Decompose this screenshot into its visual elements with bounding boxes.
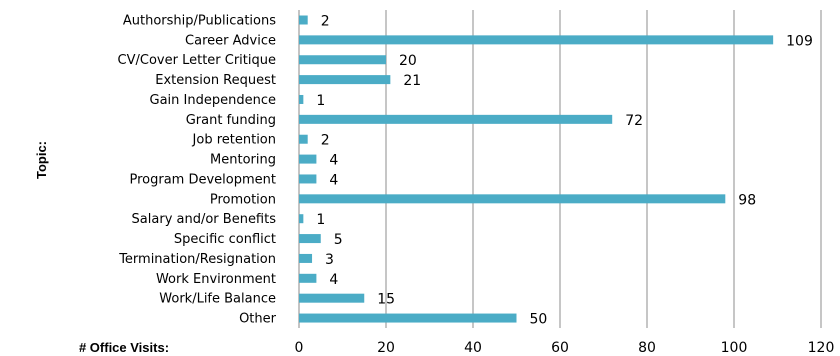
value-label: 1 [316, 93, 325, 109]
value-label: 21 [403, 73, 421, 89]
x-tick-label: 20 [377, 340, 395, 356]
bar [299, 174, 317, 184]
bar [299, 134, 308, 144]
bar [299, 75, 391, 85]
bar [299, 273, 317, 283]
value-label: 1 [316, 212, 325, 228]
x-tick-label: 100 [721, 340, 748, 356]
value-label: 72 [625, 113, 643, 129]
category-label: Work/Life Balance [159, 292, 276, 307]
x-tick-label: 120 [808, 340, 835, 356]
value-label: 4 [329, 272, 338, 288]
value-label: 15 [377, 292, 395, 308]
bar [299, 214, 304, 224]
value-label: 50 [530, 312, 548, 328]
category-labels: Authorship/Publications Career Advice CV/C… [118, 14, 277, 327]
category-label: Career Advice [185, 33, 276, 48]
x-tick-label: 80 [638, 340, 656, 356]
value-label: 3 [325, 252, 334, 268]
category-label: Promotion [210, 192, 276, 207]
value-label: 98 [738, 192, 756, 208]
x-tick-label: 0 [295, 340, 304, 356]
bar [299, 194, 726, 204]
value-label: 4 [329, 153, 338, 169]
bar [299, 114, 613, 124]
value-label: 5 [334, 232, 343, 248]
x-tick-label: 60 [551, 340, 569, 356]
category-label: Job retention [192, 133, 276, 148]
category-label: Other [239, 312, 277, 327]
category-label: Termination/Resignation [118, 252, 276, 267]
category-label: Gain Independence [150, 93, 276, 108]
bars [299, 15, 774, 323]
bar [299, 55, 386, 65]
category-label: Authorship/Publications [123, 14, 276, 29]
bar [299, 94, 304, 104]
bar [299, 253, 313, 263]
category-label: Specific conflict [174, 232, 276, 247]
category-label: Program Development [130, 172, 277, 187]
x-axis-label: # Office Visits: [79, 340, 169, 355]
bar [299, 293, 365, 303]
bar [299, 313, 517, 323]
category-label: Work Environment [156, 272, 276, 287]
bar [299, 35, 774, 45]
x-tick-label: 40 [464, 340, 482, 356]
value-label: 2 [321, 133, 330, 149]
value-label: 4 [329, 172, 338, 188]
x-tick-labels: 0 20 40 60 80 100 120 [295, 340, 835, 356]
value-label: 109 [786, 33, 813, 49]
category-label: Mentoring [210, 153, 276, 168]
category-label: Grant funding [186, 113, 276, 128]
bar [299, 154, 317, 164]
value-label: 2 [321, 14, 330, 30]
category-label: Extension Request [155, 73, 276, 88]
bar [299, 234, 321, 244]
value-label: 20 [399, 53, 417, 69]
y-axis-label: Topic: [34, 141, 49, 179]
bar [299, 15, 308, 25]
category-label: Salary and/or Benefits [132, 212, 277, 227]
category-label: CV/Cover Letter Critique [118, 53, 276, 68]
